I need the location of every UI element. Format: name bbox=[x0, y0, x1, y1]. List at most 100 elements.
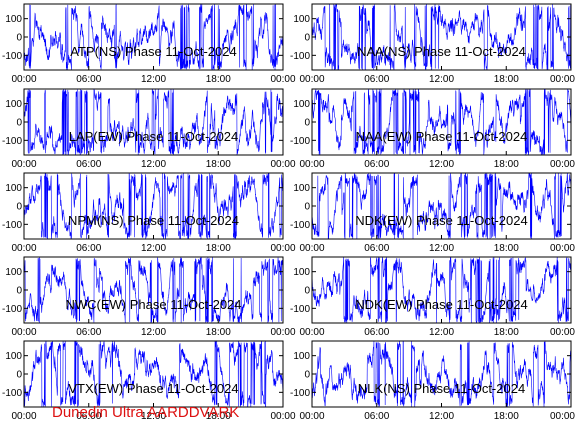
panel-title: ATP(NS) Phase 11-Oct-2024 bbox=[70, 44, 236, 59]
y-tick-label: 0 bbox=[304, 370, 310, 381]
y-tick-label: 100 bbox=[293, 99, 310, 110]
x-tick-label: 12:00 bbox=[141, 74, 166, 85]
panel-title: NWC(EW) Phase 11-Oct-2024 bbox=[65, 297, 241, 312]
chart-panel: 100 0 -100 00:00 06:00 12:00 18:00 00:00 NDK(EW)… bbox=[290, 172, 575, 254]
x-tick-label: 00:00 bbox=[11, 159, 36, 170]
phase-trace-line bbox=[24, 4, 283, 70]
x-tick-label: 12:00 bbox=[141, 243, 166, 254]
x-tick-label: 18:00 bbox=[494, 243, 519, 254]
y-tick-label: 0 bbox=[304, 118, 310, 129]
phase-trace-line bbox=[312, 89, 571, 155]
x-tick-label: 06:00 bbox=[364, 74, 389, 85]
panel-title: LAP(EW) Phase 11-Oct-2024 bbox=[69, 129, 239, 144]
phase-trace-line bbox=[24, 89, 283, 155]
phase-trace-line bbox=[312, 4, 571, 70]
x-tick-label: 00:00 bbox=[299, 327, 324, 338]
y-tick-label: -100 bbox=[2, 136, 22, 147]
phase-trace-line bbox=[312, 173, 571, 239]
x-tick-label: 00:00 bbox=[550, 327, 575, 338]
x-tick-label: 18:00 bbox=[494, 159, 519, 170]
panel-title: NAA(NS) Phase 11-Oct-2024 bbox=[357, 44, 526, 59]
x-tick-label: 06:00 bbox=[76, 243, 101, 254]
chart-panel: 100 0 -100 00:00 06:00 12:00 18:00 00:00 NWC(EW)… bbox=[2, 256, 296, 338]
phase-trace-line bbox=[312, 341, 571, 407]
x-tick-label: 00:00 bbox=[299, 243, 324, 254]
x-tick-label: 18:00 bbox=[494, 411, 519, 422]
y-tick-label: -100 bbox=[2, 220, 22, 231]
x-tick-label: 18:00 bbox=[206, 159, 231, 170]
x-tick-label: 00:00 bbox=[550, 159, 575, 170]
panel-title: VTX(EW) Phase 11-Oct-2024 bbox=[68, 381, 238, 396]
x-tick-label: 06:00 bbox=[76, 411, 101, 422]
y-tick-label: -100 bbox=[290, 220, 310, 231]
y-tick-label: 0 bbox=[16, 118, 22, 129]
x-tick-label: 18:00 bbox=[206, 327, 231, 338]
y-tick-label: -100 bbox=[2, 51, 22, 62]
x-tick-label: 12:00 bbox=[429, 243, 454, 254]
x-tick-label: 12:00 bbox=[141, 159, 166, 170]
chart-panel: 100 0 -100 00:00 06:00 12:00 18:00 00:00 LAP(EW)… bbox=[2, 88, 296, 170]
y-tick-label: -100 bbox=[2, 388, 22, 399]
y-tick-label: 100 bbox=[293, 14, 310, 25]
y-tick-label: 100 bbox=[5, 99, 22, 110]
x-tick-label: 00:00 bbox=[299, 74, 324, 85]
x-tick-label: 00:00 bbox=[11, 327, 36, 338]
x-tick-label: 00:00 bbox=[550, 243, 575, 254]
y-tick-label: -100 bbox=[290, 51, 310, 62]
x-tick-label: 18:00 bbox=[206, 411, 231, 422]
x-tick-label: 12:00 bbox=[141, 327, 166, 338]
plot-frame bbox=[23, 256, 284, 324]
x-tick-label: 00:00 bbox=[270, 243, 295, 254]
x-tick-label: 18:00 bbox=[494, 74, 519, 85]
phase-trace-line bbox=[24, 257, 283, 323]
y-tick-label: -100 bbox=[290, 304, 310, 315]
x-tick-label: 00:00 bbox=[550, 74, 575, 85]
x-tick-label: 06:00 bbox=[76, 327, 101, 338]
chart-panel: 100 0 -100 00:00 06:00 12:00 18:00 00:00 NAA(NS)… bbox=[290, 3, 575, 85]
y-tick-label: 100 bbox=[5, 267, 22, 278]
y-tick-label: 100 bbox=[293, 183, 310, 194]
y-tick-label: 100 bbox=[293, 267, 310, 278]
x-tick-label: 00:00 bbox=[270, 327, 295, 338]
x-tick-label: 06:00 bbox=[364, 411, 389, 422]
x-tick-label: 00:00 bbox=[11, 243, 36, 254]
x-tick-label: 12:00 bbox=[429, 411, 454, 422]
plot-frame bbox=[23, 172, 284, 240]
x-tick-label: 12:00 bbox=[141, 411, 166, 422]
x-tick-label: 00:00 bbox=[270, 74, 295, 85]
x-tick-label: 06:00 bbox=[364, 159, 389, 170]
x-tick-label: 18:00 bbox=[494, 327, 519, 338]
chart-panel: 100 0 -100 00:00 06:00 12:00 18:00 00:00 ATP(NS)… bbox=[2, 3, 296, 85]
x-tick-label: 06:00 bbox=[364, 243, 389, 254]
chart-panel: 100 0 -100 00:00 06:00 12:00 18:00 00:00 NAA(EW)… bbox=[290, 88, 575, 170]
y-tick-label: 0 bbox=[16, 286, 22, 297]
y-tick-label: 100 bbox=[293, 351, 310, 362]
x-tick-label: 00:00 bbox=[11, 74, 36, 85]
footer-label: Dunedin Ultra AARDDVARK bbox=[52, 404, 240, 421]
x-tick-label: 00:00 bbox=[550, 411, 575, 422]
x-tick-label: 00:00 bbox=[11, 411, 36, 422]
panel-title: NDK(EW) Phase 11-Oct-2024 bbox=[355, 297, 527, 312]
x-tick-label: 06:00 bbox=[76, 159, 101, 170]
panel-title: NDK(EW) Phase 11-Oct-2024 bbox=[355, 213, 527, 228]
chart-panel: 100 0 -100 00:00 06:00 12:00 18:00 00:00 VTX(EW)… bbox=[2, 340, 296, 422]
y-tick-label: 100 bbox=[5, 14, 22, 25]
y-tick-label: 0 bbox=[16, 33, 22, 44]
panel-title: NAA(EW) Phase 11-Oct-2024 bbox=[356, 129, 528, 144]
panel-title: NPM(NS) Phase 11-Oct-2024 bbox=[68, 213, 239, 228]
y-tick-label: 0 bbox=[16, 202, 22, 213]
phase-trace-line bbox=[24, 173, 283, 239]
x-tick-label: 06:00 bbox=[76, 74, 101, 85]
x-tick-label: 12:00 bbox=[429, 74, 454, 85]
y-tick-label: 100 bbox=[5, 183, 22, 194]
chart-panel: 100 0 -100 00:00 06:00 12:00 18:00 00:00 NPM(NS)… bbox=[2, 172, 296, 254]
x-tick-label: 18:00 bbox=[206, 243, 231, 254]
x-tick-label: 00:00 bbox=[270, 159, 295, 170]
x-tick-label: 00:00 bbox=[270, 411, 295, 422]
x-tick-label: 06:00 bbox=[364, 327, 389, 338]
chart-panel: 100 0 -100 00:00 06:00 12:00 18:00 00:00 NDK(EW)… bbox=[290, 256, 575, 338]
y-tick-label: -100 bbox=[290, 136, 310, 147]
y-tick-label: -100 bbox=[2, 304, 22, 315]
y-tick-label: 0 bbox=[16, 370, 22, 381]
